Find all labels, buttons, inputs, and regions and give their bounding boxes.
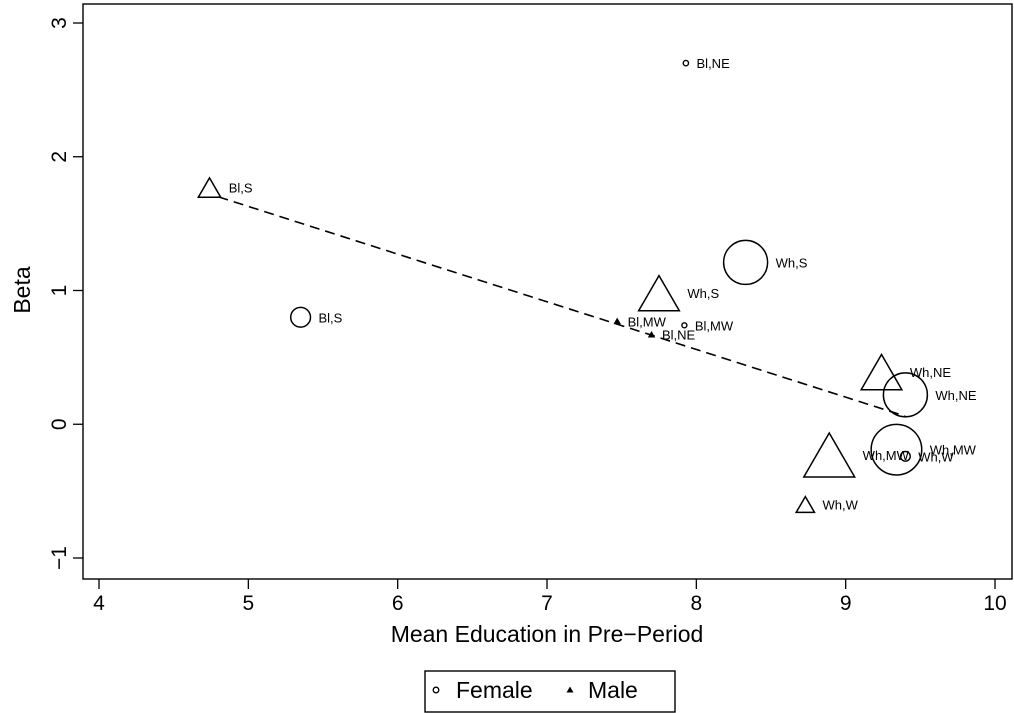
male-point: [794, 495, 816, 514]
male-point-label: Bl,S: [229, 181, 253, 196]
point-labels-layer: Bl,NEBl,SBl,MWWh,SWh,NEWh,MWWh,WBl,SWh,S…: [229, 56, 977, 512]
female-point-label: Bl,NE: [697, 56, 731, 71]
male-point-label: Bl,MW: [628, 314, 667, 329]
male-point-label: Bl,NE: [662, 328, 696, 343]
female-point: [899, 450, 911, 462]
x-tick-label: 7: [541, 592, 553, 615]
male-point-label: Wh,S: [687, 286, 719, 301]
x-tick-label: 10: [983, 592, 1006, 615]
y-tick-label: 2: [48, 151, 71, 163]
legend-female-label: Female: [456, 677, 533, 703]
x-tick-label: 8: [690, 592, 702, 615]
x-tick-label: 5: [242, 592, 254, 615]
plot-border: [82, 3, 1013, 580]
female-point-label: Bl,MW: [695, 318, 734, 333]
male-point: [613, 317, 621, 325]
female-point-label: Wh,S: [776, 255, 808, 270]
male-point: [197, 176, 222, 198]
male-point: [647, 331, 656, 338]
y-tick-label: −1: [48, 546, 71, 570]
y-tick-label: 3: [48, 17, 71, 29]
y-axis-title: Beta: [9, 266, 35, 314]
x-axis: 4 5 6 7 8 9 10: [93, 579, 1007, 615]
legend: Female Male: [424, 670, 676, 713]
female-point-label: Wh,W: [918, 449, 954, 464]
female-point: [722, 239, 769, 286]
y-axis: −1 0 1 2 3: [48, 17, 83, 570]
male-point-label: Wh,W: [823, 498, 859, 513]
fit-line: [218, 196, 906, 417]
female-point: [682, 59, 690, 67]
male-point-label: Wh,MW: [863, 448, 910, 463]
x-axis-title: Mean Education in Pre−Period: [391, 621, 704, 647]
x-tick-label: 6: [392, 592, 404, 615]
legend-box: [424, 670, 676, 713]
fit-line-layer: [218, 196, 906, 417]
male-point: [802, 431, 856, 478]
female-point: [289, 306, 312, 328]
y-tick-label: 0: [48, 418, 71, 430]
y-tick-label: 1: [48, 285, 71, 297]
female-point: [681, 322, 688, 329]
female-point-label: Bl,S: [319, 310, 343, 325]
legend-female-marker: [432, 686, 440, 694]
x-tick-label: 4: [93, 592, 105, 615]
plot-frame: [82, 3, 1013, 580]
female-point-label: Wh,NE: [935, 388, 977, 403]
male-point: [859, 352, 904, 391]
female-point-label: Wh,MW: [930, 443, 977, 458]
female-point: [870, 423, 923, 476]
legend-male-marker: [566, 686, 574, 693]
male-point-label: Wh,NE: [910, 365, 952, 380]
male-point: [637, 274, 681, 312]
legend-male-label: Male: [588, 677, 638, 703]
points-layer: [197, 59, 929, 514]
female-point: [882, 372, 929, 418]
x-tick-label: 9: [840, 592, 852, 615]
